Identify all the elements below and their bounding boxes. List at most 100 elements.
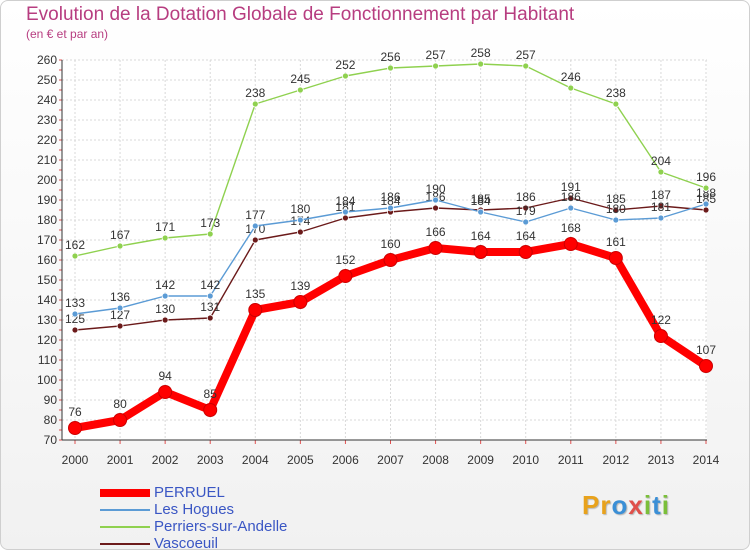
data-label-perruel: 152: [335, 253, 355, 267]
data-point-perruel: [68, 421, 82, 435]
data-label-vascoeuil: 125: [65, 312, 85, 326]
x-tick-label: 2000: [62, 453, 89, 467]
data-point-les-hogues: [296, 216, 304, 224]
data-point-vascoeuil: [522, 204, 530, 212]
data-label-perriers-sur-andelle: 258: [471, 46, 491, 60]
logo-letter: i: [661, 490, 670, 520]
data-point-perruel: [608, 251, 623, 265]
logo-letter: x: [628, 490, 644, 520]
data-label-les-hogues: 186: [380, 190, 400, 204]
data-point-vascoeuil: [342, 214, 349, 222]
data-point-les-hogues: [116, 304, 124, 312]
data-label-perriers-sur-andelle: 204: [651, 154, 671, 168]
data-point-perruel: [338, 269, 353, 283]
data-point-perriers-sur-andelle: [296, 86, 304, 94]
data-point-perriers-sur-andelle: [477, 60, 485, 68]
y-tick-label: 180: [37, 213, 57, 227]
data-label-les-hogues: 181: [651, 200, 671, 214]
data-point-perriers-sur-andelle: [432, 62, 439, 70]
chart-title: Evolution de la Dotation Globale de Fonc…: [26, 4, 575, 25]
x-tick-label: 2010: [512, 453, 539, 467]
data-point-les-hogues: [477, 208, 485, 216]
data-point-perruel: [383, 253, 398, 267]
data-label-perruel: 122: [651, 313, 671, 327]
y-tick-label: 70: [44, 433, 58, 447]
data-label-vascoeuil: 181: [335, 200, 355, 214]
data-label-les-hogues: 188: [696, 186, 716, 200]
y-tick-label: 200: [37, 173, 57, 187]
data-point-les-hogues: [657, 214, 665, 222]
data-label-les-hogues: 190: [426, 182, 446, 196]
data-label-les-hogues: 184: [471, 194, 491, 208]
y-tick-label: 120: [37, 333, 57, 347]
x-tick-label: 2008: [422, 453, 449, 467]
y-tick-label: 170: [37, 233, 57, 247]
data-point-perriers-sur-andelle: [702, 184, 710, 192]
x-tick-label: 2002: [152, 453, 179, 467]
data-label-vascoeuil: 127: [110, 308, 130, 322]
x-tick-label: 2003: [197, 453, 224, 467]
y-tick-label: 80: [44, 413, 58, 427]
chart-subtitle: (en € et par an): [26, 27, 109, 41]
data-label-vascoeuil: 130: [155, 302, 175, 316]
data-label-vascoeuil: 185: [606, 192, 626, 206]
data-label-les-hogues: 136: [110, 290, 130, 304]
data-point-les-hogues: [71, 310, 79, 318]
x-tick-label: 2011: [558, 453, 584, 467]
data-label-perruel: 94: [158, 369, 172, 383]
x-tick-label: 2009: [467, 453, 494, 467]
data-point-perruel: [473, 245, 488, 259]
y-tick-label: 220: [37, 133, 57, 147]
data-point-perruel: [428, 241, 443, 255]
x-tick-label: 2006: [332, 453, 359, 467]
logo-letter: P: [582, 490, 601, 520]
data-label-perruel: 107: [696, 343, 716, 357]
y-tick-label: 110: [38, 353, 57, 367]
logo-letter: o: [611, 490, 629, 520]
proxiti-logo: Proxiti: [582, 490, 670, 521]
data-label-perruel: 160: [380, 237, 400, 251]
logo-letter: i: [643, 490, 653, 520]
data-label-les-hogues: 177: [245, 208, 265, 222]
y-tick-label: 100: [37, 373, 57, 387]
y-tick-label: 150: [37, 273, 57, 287]
data-label-perriers-sur-andelle: 162: [65, 238, 85, 252]
data-point-vascoeuil: [702, 206, 710, 214]
data-label-vascoeuil: 187: [651, 188, 671, 202]
data-label-vascoeuil: 185: [471, 192, 491, 206]
legend-label: Vascoeuil: [154, 535, 218, 552]
y-tick-label: 130: [37, 313, 57, 327]
data-point-perruel: [248, 303, 263, 317]
data-label-perruel: 76: [68, 405, 82, 419]
y-tick-label: 190: [37, 193, 57, 207]
data-label-perriers-sur-andelle: 196: [696, 170, 716, 184]
data-point-perruel: [293, 295, 308, 309]
x-tick-label: 2007: [377, 453, 404, 467]
data-label-perruel: 166: [426, 225, 446, 239]
data-label-perruel: 80: [113, 397, 127, 411]
data-label-perruel: 161: [606, 235, 626, 249]
data-label-vascoeuil: 191: [561, 180, 581, 194]
data-label-les-hogues: 184: [335, 194, 355, 208]
data-point-perriers-sur-andelle: [612, 100, 620, 108]
data-label-perriers-sur-andelle: 256: [380, 50, 400, 64]
data-point-perriers-sur-andelle: [116, 242, 124, 250]
data-label-perruel: 164: [516, 229, 536, 243]
data-label-perruel: 85: [204, 387, 218, 401]
data-point-perriers-sur-andelle: [387, 64, 394, 72]
y-tick-label: 230: [37, 113, 57, 127]
legend-swatch: [100, 509, 150, 511]
data-point-vascoeuil: [161, 316, 169, 324]
y-tick-label: 210: [37, 153, 57, 167]
data-point-perruel: [158, 385, 173, 399]
legend-swatch: [100, 543, 150, 545]
legend-swatch: [100, 489, 150, 497]
data-point-vascoeuil: [657, 202, 665, 210]
y-tick-label: 160: [37, 253, 57, 267]
data-point-les-hogues: [206, 292, 214, 300]
data-label-perriers-sur-andelle: 257: [516, 48, 536, 62]
data-label-perriers-sur-andelle: 173: [200, 216, 220, 230]
data-point-vascoeuil: [116, 322, 124, 330]
legend-label: PERRUEL: [154, 484, 225, 501]
